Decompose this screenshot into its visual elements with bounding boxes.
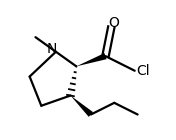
Text: N: N	[46, 42, 57, 56]
Polygon shape	[71, 95, 93, 117]
Polygon shape	[76, 53, 107, 66]
Text: Cl: Cl	[136, 64, 150, 78]
Text: O: O	[108, 16, 119, 30]
